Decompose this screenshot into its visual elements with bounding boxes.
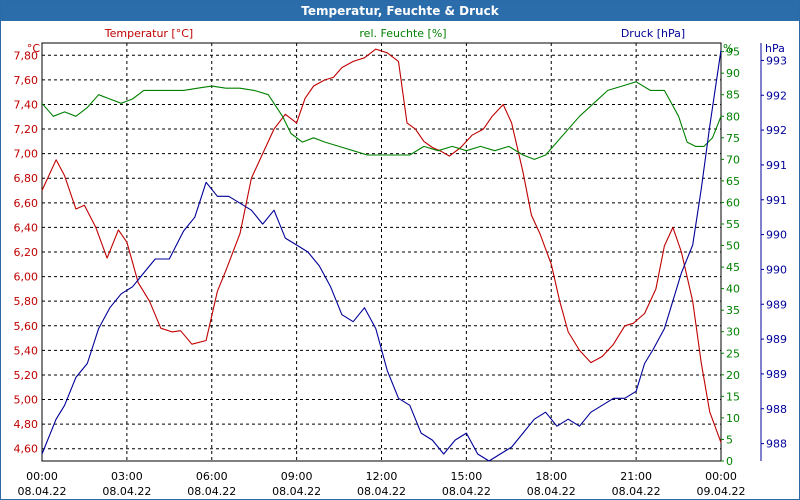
x-tick-date: 08.04.22 <box>527 485 576 498</box>
temperature-tick-label: 7,60 <box>14 74 39 87</box>
humidity-tick-label: 85 <box>726 89 740 102</box>
x-tick-time: 09:00 <box>281 470 313 483</box>
temperature-tick-label: 7,40 <box>14 98 39 111</box>
humidity-unit-label: % <box>723 42 733 55</box>
x-tick-date: 08.04.22 <box>18 485 67 498</box>
humidity-tick-label: 55 <box>726 218 740 231</box>
temperature-tick-label: 5,00 <box>14 394 39 407</box>
pressure-series-line <box>41 49 722 462</box>
pressure-tick-label: 990 <box>766 229 787 242</box>
humidity-tick-label: 15 <box>726 390 740 403</box>
temperature-tick-label: 5,60 <box>14 320 39 333</box>
humidity-tick-label: 30 <box>726 326 740 339</box>
humidity-tick-label: 70 <box>726 153 740 166</box>
temperature-tick-label: 4,60 <box>14 443 39 456</box>
x-tick-time: 15:00 <box>451 470 483 483</box>
temperature-tick-label: 4,80 <box>14 418 39 431</box>
legend-humidity: rel. Feuchte [%] <box>359 27 446 40</box>
pressure-tick-label: 992 <box>766 89 787 102</box>
temperature-series-line <box>41 48 722 443</box>
humidity-tick-label: 90 <box>726 67 740 80</box>
temperature-tick-label: 6,20 <box>14 246 39 259</box>
x-tick-time: 06:00 <box>196 470 228 483</box>
humidity-tick-label: 35 <box>726 304 740 317</box>
humidity-tick-label: 75 <box>726 132 740 145</box>
x-tick-date: 08.04.22 <box>612 485 661 498</box>
humidity-tick-label: 5 <box>726 433 733 446</box>
pressure-tick-label: 991 <box>766 194 787 207</box>
pressure-tick-label: 989 <box>766 333 787 346</box>
humidity-tick-label: 65 <box>726 175 740 188</box>
temperature-unit-label: °C <box>27 42 41 55</box>
x-tick-date: 09.04.22 <box>697 485 746 498</box>
temperature-axis: 4,60 4,80 5,00 5,20 5,40 5,60 5,80 6,00 6,20 6,40… <box>14 49 39 455</box>
humidity-tick-label: 60 <box>726 196 740 209</box>
humidity-series-line <box>41 81 722 160</box>
x-tick-time: 03:00 <box>111 470 143 483</box>
pressure-tick-label: 988 <box>766 438 787 451</box>
x-tick-date: 08.04.22 <box>357 485 406 498</box>
temperature-tick-label: 7,20 <box>14 123 39 136</box>
x-tick-time: 12:00 <box>366 470 398 483</box>
x-tick-time: 21:00 <box>620 470 652 483</box>
humidity-axis: 0 5 10 15 20 25 30 35 40 45 50 55 60 65 70 75 80 85 90 95 <box>721 46 740 468</box>
temperature-tick-label: 6,00 <box>14 271 39 284</box>
pressure-tick-label: 990 <box>766 263 787 276</box>
grid <box>41 42 722 462</box>
humidity-tick-label: 0 <box>726 455 733 468</box>
humidity-tick-label: 80 <box>726 110 740 123</box>
x-tick-time: 00:00 <box>705 470 737 483</box>
temperature-tick-label: 6,60 <box>14 197 39 210</box>
temperature-tick-label: 6,40 <box>14 221 39 234</box>
pressure-unit-label: hPa <box>765 42 785 55</box>
x-tick-date: 08.04.22 <box>102 485 151 498</box>
temperature-tick-label: 5,80 <box>14 295 39 308</box>
humidity-tick-label: 50 <box>726 240 740 253</box>
x-tick-time: 00:00 <box>26 470 58 483</box>
humidity-tick-label: 20 <box>726 369 740 382</box>
humidity-tick-label: 45 <box>726 261 740 274</box>
chart-title: Temperatur, Feuchte & Druck <box>1 1 799 21</box>
x-tick-date: 08.04.22 <box>272 485 321 498</box>
pressure-tick-label: 988 <box>766 403 787 416</box>
pressure-axis: 988 988 989 989 989 990 990 991 991 992 992 993 <box>760 43 787 461</box>
temperature-tick-label: 7,80 <box>14 49 39 62</box>
x-tick-date: 08.04.22 <box>442 485 491 498</box>
pressure-tick-label: 989 <box>766 298 787 311</box>
temperature-tick-label: 7,00 <box>14 148 39 161</box>
humidity-tick-label: 25 <box>726 347 740 360</box>
x-tick-date: 08.04.22 <box>187 485 236 498</box>
temperature-tick-label: 5,20 <box>14 369 39 382</box>
x-tick-time: 18:00 <box>535 470 567 483</box>
legend-pressure: Druck [hPa] <box>621 27 685 40</box>
pressure-tick-label: 993 <box>766 54 787 67</box>
humidity-tick-label: 95 <box>726 46 740 59</box>
time-axis: 00:00 08.04.22 03:00 08.04.22 06:00 08.04.22 0… <box>18 470 746 498</box>
pressure-tick-label: 991 <box>766 159 787 172</box>
humidity-tick-label: 40 <box>726 283 740 296</box>
humidity-tick-label: 10 <box>726 412 740 425</box>
temperature-tick-label: 6,80 <box>14 172 39 185</box>
pressure-tick-label: 992 <box>766 124 787 137</box>
series-layer <box>41 48 722 462</box>
pressure-tick-label: 989 <box>766 368 787 381</box>
legend-temperature: Temperatur [°C] <box>104 27 193 40</box>
temperature-tick-label: 5,40 <box>14 344 39 357</box>
